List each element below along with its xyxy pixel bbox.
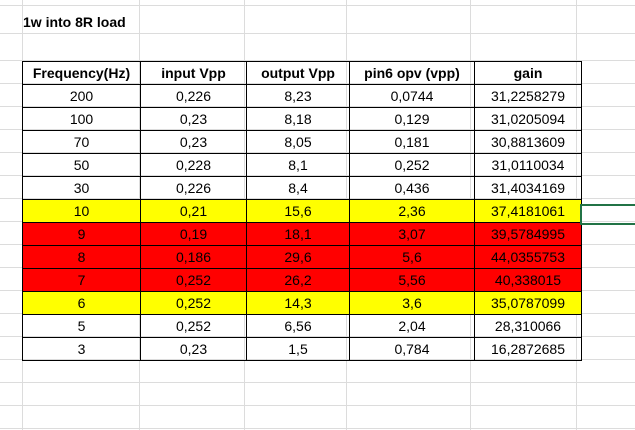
sheet-title[interactable]: 1w into 8R load [23, 14, 126, 30]
cell-output-vpp[interactable]: 15,6 [246, 199, 350, 223]
cell-input-vpp[interactable]: 0,226 [140, 176, 247, 200]
cell-frequency[interactable]: 3 [22, 337, 141, 361]
table-row: 200 0,226 8,23 0,0744 31,2258279 [22, 84, 582, 108]
cell-frequency[interactable]: 6 [22, 291, 141, 315]
table-row: 9 0,19 18,1 3,07 39,5784995 [22, 222, 582, 246]
table-row: 70 0,23 8,05 0,181 30,8813609 [22, 130, 582, 154]
measurement-table: Frequency(Hz) input Vpp output Vpp pin6 … [22, 61, 582, 361]
cell-pin6-opv[interactable]: 0,784 [349, 337, 475, 361]
cell-input-vpp[interactable]: 0,21 [140, 199, 247, 223]
cell-input-vpp[interactable]: 0,252 [140, 268, 247, 292]
cell-input-vpp[interactable]: 0,252 [140, 291, 247, 315]
cell-gain[interactable]: 31,0110034 [474, 153, 582, 177]
cell-frequency[interactable]: 7 [22, 268, 141, 292]
table-row: 6 0,252 14,3 3,6 35,0787099 [22, 291, 582, 315]
table-row: 3 0,23 1,5 0,784 16,2872685 [22, 337, 582, 361]
cell-pin6-opv[interactable]: 0,252 [349, 153, 475, 177]
cell-output-vpp[interactable]: 14,3 [246, 291, 350, 315]
cell-input-vpp[interactable]: 0,23 [140, 337, 247, 361]
cell-frequency[interactable]: 70 [22, 130, 141, 154]
table-row: 10 0,21 15,6 2,36 37,4181061 [22, 199, 582, 223]
cell-pin6-opv[interactable]: 0,436 [349, 176, 475, 200]
cell-pin6-opv[interactable]: 0,0744 [349, 84, 475, 108]
cell-output-vpp[interactable]: 6,56 [246, 314, 350, 338]
cell-input-vpp[interactable]: 0,23 [140, 107, 247, 131]
cell-output-vpp[interactable]: 26,2 [246, 268, 350, 292]
table-row: 100 0,23 8,18 0,129 31,0205094 [22, 107, 582, 131]
cell-output-vpp[interactable]: 8,1 [246, 153, 350, 177]
cell-frequency[interactable]: 5 [22, 314, 141, 338]
table-row: 7 0,252 26,2 5,56 40,338015 [22, 268, 582, 292]
cell-frequency[interactable]: 8 [22, 245, 141, 269]
cell-input-vpp[interactable]: 0,23 [140, 130, 247, 154]
cell-gain[interactable]: 31,2258279 [474, 84, 582, 108]
header-output-vpp[interactable]: output Vpp [246, 61, 350, 85]
selected-cell-indicator[interactable] [580, 204, 635, 225]
cell-pin6-opv[interactable]: 5,6 [349, 245, 475, 269]
cell-pin6-opv[interactable]: 2,04 [349, 314, 475, 338]
cell-gain[interactable]: 35,0787099 [474, 291, 582, 315]
cell-pin6-opv[interactable]: 2,36 [349, 199, 475, 223]
table-row: 30 0,226 8,4 0,436 31,4034169 [22, 176, 582, 200]
cell-gain[interactable]: 44,0355753 [474, 245, 582, 269]
cell-pin6-opv[interactable]: 5,56 [349, 268, 475, 292]
cell-gain[interactable]: 37,4181061 [474, 199, 582, 223]
cell-output-vpp[interactable]: 8,18 [246, 107, 350, 131]
cell-pin6-opv[interactable]: 0,129 [349, 107, 475, 131]
cell-frequency[interactable]: 100 [22, 107, 141, 131]
cell-input-vpp[interactable]: 0,228 [140, 153, 247, 177]
cell-output-vpp[interactable]: 8,4 [246, 176, 350, 200]
cell-gain[interactable]: 28,310066 [474, 314, 582, 338]
cell-gain[interactable]: 40,338015 [474, 268, 582, 292]
table-row: 5 0,252 6,56 2,04 28,310066 [22, 314, 582, 338]
cell-frequency[interactable]: 9 [22, 222, 141, 246]
header-pin6-opv[interactable]: pin6 opv (vpp) [349, 61, 475, 85]
table-row: 8 0,186 29,6 5,6 44,0355753 [22, 245, 582, 269]
cell-input-vpp[interactable]: 0,19 [140, 222, 247, 246]
table-header-row: Frequency(Hz) input Vpp output Vpp pin6 … [22, 61, 582, 85]
cell-output-vpp[interactable]: 1,5 [246, 337, 350, 361]
cell-pin6-opv[interactable]: 3,07 [349, 222, 475, 246]
cell-pin6-opv[interactable]: 3,6 [349, 291, 475, 315]
cell-output-vpp[interactable]: 8,23 [246, 84, 350, 108]
cell-input-vpp[interactable]: 0,226 [140, 84, 247, 108]
table-row: 50 0,228 8,1 0,252 31,0110034 [22, 153, 582, 177]
cell-input-vpp[interactable]: 0,252 [140, 314, 247, 338]
cell-output-vpp[interactable]: 18,1 [246, 222, 350, 246]
header-input-vpp[interactable]: input Vpp [140, 61, 247, 85]
cell-frequency[interactable]: 200 [22, 84, 141, 108]
cell-gain[interactable]: 16,2872685 [474, 337, 582, 361]
cell-input-vpp[interactable]: 0,186 [140, 245, 247, 269]
cell-gain[interactable]: 31,4034169 [474, 176, 582, 200]
cell-output-vpp[interactable]: 29,6 [246, 245, 350, 269]
cell-gain[interactable]: 31,0205094 [474, 107, 582, 131]
header-gain[interactable]: gain [474, 61, 582, 85]
cell-frequency[interactable]: 50 [22, 153, 141, 177]
cell-frequency[interactable]: 30 [22, 176, 141, 200]
cell-gain[interactable]: 39,5784995 [474, 222, 582, 246]
cell-pin6-opv[interactable]: 0,181 [349, 130, 475, 154]
cell-gain[interactable]: 30,8813609 [474, 130, 582, 154]
cell-output-vpp[interactable]: 8,05 [246, 130, 350, 154]
cell-frequency[interactable]: 10 [22, 199, 141, 223]
header-frequency[interactable]: Frequency(Hz) [22, 61, 141, 85]
